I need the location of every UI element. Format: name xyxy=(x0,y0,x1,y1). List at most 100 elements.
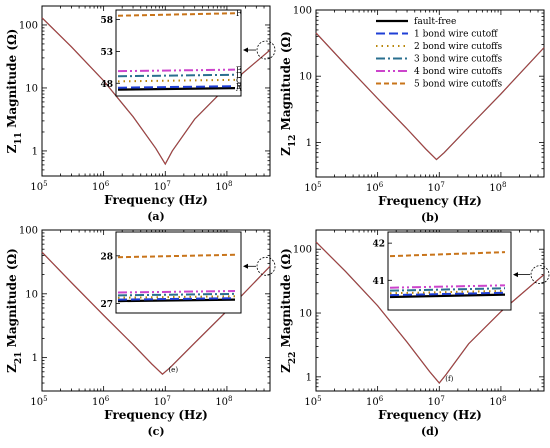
x-tick-label: 106 xyxy=(92,395,110,408)
inset-series-line xyxy=(117,73,236,78)
y-axis-title-main: Z xyxy=(5,364,19,373)
y-axis-title-rest: Magnitude (Ω) xyxy=(279,248,293,351)
x-tick-label: 106 xyxy=(366,395,384,408)
legend: fault-free 1 bond wire cutoff 2 bond wire … xyxy=(376,17,503,90)
y-axis-title-main: Z xyxy=(279,147,293,156)
panel-label: (d) xyxy=(421,425,439,438)
inset-series-line xyxy=(389,293,506,299)
inset-series-line xyxy=(117,253,236,259)
y-tick-label: 100 xyxy=(293,245,312,256)
y-axis-title: Z21 Magnitude (Ω) xyxy=(5,248,24,373)
x-tick-exponent: 7 xyxy=(440,181,444,189)
panel-3: 105 106 107 108 1 10 100 Frequency (Hz) Z21 Magn… xyxy=(5,226,276,438)
x-tick-label: 108 xyxy=(489,181,506,194)
legend-label: 3 bond wire cutoffs xyxy=(414,55,503,65)
inset-series-line xyxy=(389,284,506,289)
inset-series-line xyxy=(117,85,236,89)
x-axis-title: Frequency (Hz) xyxy=(378,194,482,208)
y-axis-title: Z12 Magnitude (Ω) xyxy=(279,31,298,156)
inset-curve-letter: D xyxy=(236,71,242,80)
x-tick-label: 105 xyxy=(30,395,47,408)
inset-y-tick-label: 53 xyxy=(100,48,113,58)
x-tick-label: 105 xyxy=(30,180,47,193)
x-axis-title: Frequency (Hz) xyxy=(104,408,208,422)
y-axis-title-rest: Magnitude (Ω) xyxy=(5,29,19,132)
zoom-arrowhead xyxy=(243,47,248,53)
inset-y-tick-label: 41 xyxy=(372,277,385,287)
inset-series-line xyxy=(117,297,236,301)
inset-curve-letter: B xyxy=(236,82,242,91)
x-tick-label: 107 xyxy=(428,395,445,408)
x-tick-label: 108 xyxy=(489,395,506,408)
y-tick-label: 10 xyxy=(299,309,312,320)
y-axis-title-main: Z xyxy=(5,144,19,153)
y-tick-label: 100 xyxy=(19,20,38,31)
inset-y-tick-label: 27 xyxy=(100,300,113,310)
x-tick-exponent: 5 xyxy=(43,395,47,403)
y-tick-label: 1 xyxy=(32,353,38,364)
inset-y-tick-label: 42 xyxy=(372,240,385,250)
panel-2: 105 106 107 108 1 10 100 Frequency (Hz) Z12 Magn… xyxy=(279,6,545,224)
x-tick-exponent: 7 xyxy=(440,395,444,403)
zoom-arrowhead xyxy=(513,272,518,278)
x-tick-exponent: 8 xyxy=(502,181,506,189)
y-tick-label: 100 xyxy=(19,226,38,237)
x-tick-exponent: 5 xyxy=(317,181,321,189)
legend-label: 5 bond wire cutoffs xyxy=(414,80,503,90)
x-tick-label: 105 xyxy=(304,181,321,194)
inset-curve-letter: E xyxy=(236,66,242,75)
y-axis-title: Z22 Magnitude (Ω) xyxy=(279,248,298,373)
panel-1: 105 106 107 108 1 10 100 Frequency (Hz) Z11 Magn… xyxy=(5,5,276,223)
x-tick-label: 105 xyxy=(304,395,321,408)
inset-series-line xyxy=(117,12,236,17)
panel-label: (b) xyxy=(421,211,439,224)
series-line-faulty xyxy=(41,251,271,375)
y-axis-title-rest: Magnitude (Ω) xyxy=(5,248,19,351)
y-axis-title-rest: Magnitude (Ω) xyxy=(279,31,293,134)
zoom-circle xyxy=(256,256,276,276)
x-axis-title: Frequency (Hz) xyxy=(378,408,482,422)
x-tick-label: 108 xyxy=(215,180,232,193)
inset-curve-letter: F xyxy=(236,9,242,18)
y-axis-title-subscript: 21 xyxy=(14,352,24,365)
x-tick-label: 106 xyxy=(366,181,384,194)
x-tick-exponent: 6 xyxy=(105,180,110,188)
legend-label: 2 bond wire cutoffs xyxy=(414,42,503,52)
inset-frame xyxy=(387,231,512,311)
x-tick-exponent: 7 xyxy=(166,180,170,188)
zoom-circle xyxy=(530,265,550,285)
x-tick-exponent: 5 xyxy=(43,180,47,188)
inset-y-tick-label: 28 xyxy=(100,252,113,262)
curve-annotation: (e) xyxy=(168,366,178,374)
inset-series-line xyxy=(117,298,236,303)
inset-series-line xyxy=(389,251,506,258)
x-tick-label: 107 xyxy=(154,180,171,193)
inset: 28 27 xyxy=(100,231,242,314)
inset-series-line xyxy=(117,87,236,91)
y-tick-label: 10 xyxy=(299,72,312,83)
inset-series-line xyxy=(117,292,236,297)
y-tick-label: 1 xyxy=(306,138,312,149)
zoom-circle xyxy=(256,40,276,60)
x-tick-label: 106 xyxy=(92,180,110,193)
legend-label: 4 bond wire cutoffs xyxy=(414,67,503,77)
y-axis-title-main: Z xyxy=(279,364,293,373)
inset: 42 41 xyxy=(372,231,512,311)
zoom-arrowhead xyxy=(243,263,248,269)
x-tick-exponent: 6 xyxy=(379,395,384,403)
inset-curve-letter: A xyxy=(235,84,242,93)
inset-series-line xyxy=(389,287,506,292)
inset-frame xyxy=(115,9,242,97)
x-tick-exponent: 6 xyxy=(105,395,110,403)
inset-curve-letter: C xyxy=(236,76,242,85)
y-tick-label: 1 xyxy=(32,146,38,157)
x-tick-exponent: 8 xyxy=(502,395,506,403)
y-tick-label: 10 xyxy=(25,83,38,94)
x-tick-exponent: 8 xyxy=(228,395,232,403)
legend-label: fault-free xyxy=(414,17,456,27)
series-line-faulty xyxy=(41,17,271,165)
x-tick-exponent: 8 xyxy=(228,180,232,188)
x-tick-exponent: 6 xyxy=(379,181,384,189)
